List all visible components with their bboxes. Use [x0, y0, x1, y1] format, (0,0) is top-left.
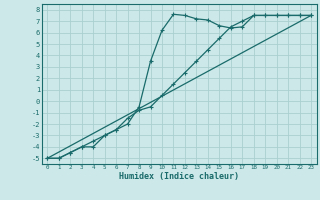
X-axis label: Humidex (Indice chaleur): Humidex (Indice chaleur)	[119, 172, 239, 181]
